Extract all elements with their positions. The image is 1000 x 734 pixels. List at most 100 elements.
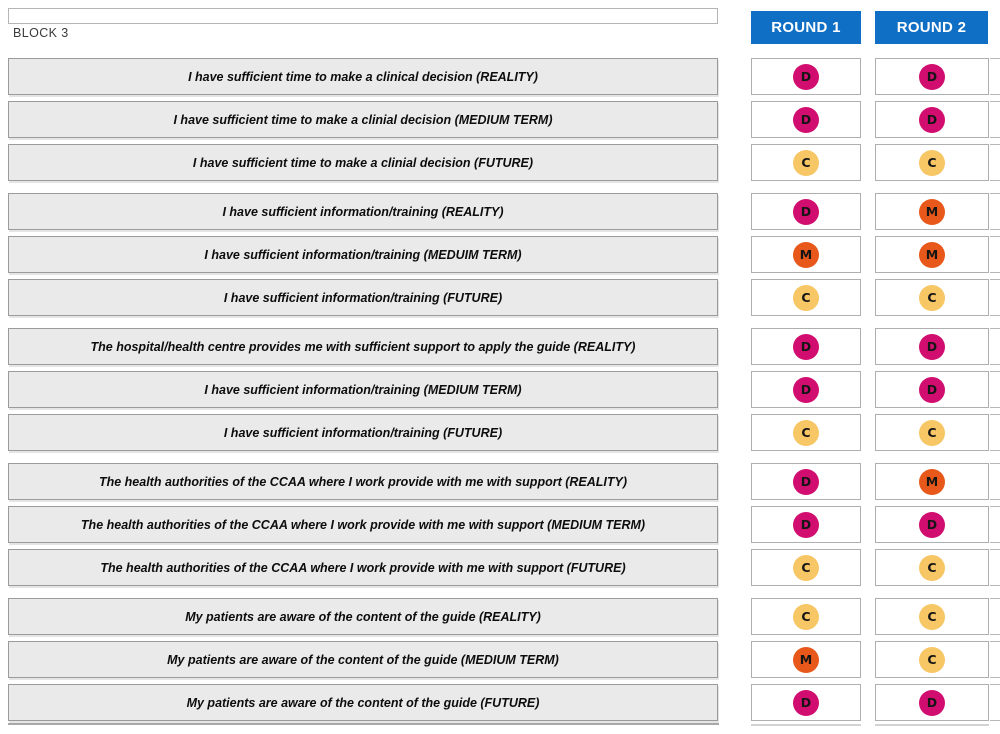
rating-dot: M [793, 646, 819, 673]
statement-cell: I have sufficient information/training (… [8, 414, 718, 451]
round2-cell: D [875, 371, 989, 408]
round2-cell: C [875, 144, 989, 181]
cutoff-column-stub [990, 371, 1000, 408]
rating-dot: C [919, 149, 945, 176]
round1-cell: D [751, 506, 861, 543]
rating-dot: D [793, 468, 819, 495]
rating-dot: D [793, 63, 819, 90]
cutoff-column-stub [990, 506, 1000, 543]
round1-cell: D [751, 463, 861, 500]
cutoff-column-stub [990, 641, 1000, 678]
round1-cell: D [751, 101, 861, 138]
statement-cell: I have sufficient information/training (… [8, 371, 718, 408]
statement-group-2: I have sufficient information/training (… [0, 193, 1000, 316]
table-row: My patients are aware of the content of … [0, 641, 1000, 678]
round2-cell: M [875, 193, 989, 230]
statement-cell: The health authorities of the CCAA where… [8, 463, 718, 500]
rating-dot: C [793, 419, 819, 446]
round2-cell: D [875, 101, 989, 138]
cutoff-next-row [8, 723, 719, 734]
table-row: I have sufficient information/training (… [0, 236, 1000, 273]
rating-dot: D [793, 511, 819, 538]
table-row: I have sufficient information/training (… [0, 193, 1000, 230]
statement-cell: My patients are aware of the content of … [8, 684, 718, 721]
rating-dot: D [919, 333, 945, 360]
round1-cell: M [751, 641, 861, 678]
cutoff-column-stub [990, 463, 1000, 500]
table-row: I have sufficient information/training (… [0, 414, 1000, 451]
table-row: I have sufficient time to make a clinial… [0, 101, 1000, 138]
round1-cell: C [751, 549, 861, 586]
cutoff-column-stub [990, 414, 1000, 451]
statement-group-5: My patients are aware of the content of … [0, 598, 1000, 721]
rating-dot: D [793, 689, 819, 716]
cutoff-column-stub [990, 144, 1000, 181]
statement-group-3: The hospital/health centre provides me w… [0, 328, 1000, 451]
round2-cell: M [875, 463, 989, 500]
round1-cell: D [751, 371, 861, 408]
table-row: My patients are aware of the content of … [0, 684, 1000, 721]
top-blank-bar [8, 8, 718, 24]
round2-cell: D [875, 58, 989, 95]
cutoff-column-stub [990, 193, 1000, 230]
round1-cell: D [751, 684, 861, 721]
cutoff-next-round1-cell [751, 724, 861, 734]
rating-dot: D [919, 689, 945, 716]
round2-cell: C [875, 641, 989, 678]
round2-cell: C [875, 598, 989, 635]
table-row: I have sufficient time to make a clinial… [0, 144, 1000, 181]
rating-dot: M [919, 198, 945, 225]
rating-dot: D [919, 376, 945, 403]
rating-dot: C [793, 149, 819, 176]
round1-cell: C [751, 144, 861, 181]
statement-cell: I have sufficient information/training (… [8, 193, 718, 230]
rating-dot: D [793, 198, 819, 225]
cutoff-column-stub [990, 236, 1000, 273]
round2-cell: C [875, 549, 989, 586]
table-row: The hospital/health centre provides me w… [0, 328, 1000, 365]
table-row: I have sufficient information/training (… [0, 371, 1000, 408]
cutoff-column-stub [990, 684, 1000, 721]
rating-dot: C [919, 284, 945, 311]
rating-dot: C [793, 284, 819, 311]
statement-cell: I have sufficient time to make a clinial… [8, 101, 718, 138]
table-row: My patients are aware of the content of … [0, 598, 1000, 635]
statement-cell: The health authorities of the CCAA where… [8, 549, 718, 586]
round2-cell: M [875, 236, 989, 273]
round2-cell: D [875, 506, 989, 543]
rating-dot: D [793, 106, 819, 133]
cutoff-column-stub [990, 279, 1000, 316]
cutoff-column-stub [990, 549, 1000, 586]
rating-dot: C [793, 603, 819, 630]
cutoff-next-round2-cell [875, 724, 989, 734]
rating-dot: C [919, 419, 945, 446]
table-row: I have sufficient time to make a clinica… [0, 58, 1000, 95]
round1-cell: D [751, 328, 861, 365]
statement-cell: I have sufficient time to make a clinica… [8, 58, 718, 95]
rows-area: I have sufficient time to make a clinica… [0, 58, 1000, 721]
table-row: The health authorities of the CCAA where… [0, 549, 1000, 586]
cutoff-column-stub [990, 598, 1000, 635]
rating-dot: C [919, 554, 945, 581]
rating-dot: D [793, 376, 819, 403]
rating-dot: M [919, 241, 945, 268]
round1-cell: D [751, 58, 861, 95]
round2-cell: D [875, 684, 989, 721]
table-row: The health authorities of the CCAA where… [0, 463, 1000, 500]
statement-cell: I have sufficient information/training (… [8, 236, 718, 273]
round2-cell: C [875, 414, 989, 451]
round1-cell: C [751, 414, 861, 451]
round1-cell: D [751, 193, 861, 230]
round1-header: ROUND 1 [751, 11, 861, 44]
rating-dot: M [793, 241, 819, 268]
round1-cell: M [751, 236, 861, 273]
round2-cell: D [875, 328, 989, 365]
table-row: I have sufficient information/training (… [0, 279, 1000, 316]
cutoff-column-stub [990, 58, 1000, 95]
rating-dot: C [919, 646, 945, 673]
rating-dot: D [793, 333, 819, 360]
round1-cell: C [751, 279, 861, 316]
rating-dot: M [919, 468, 945, 495]
rating-dot: D [919, 63, 945, 90]
statement-group-1: I have sufficient time to make a clinica… [0, 58, 1000, 181]
